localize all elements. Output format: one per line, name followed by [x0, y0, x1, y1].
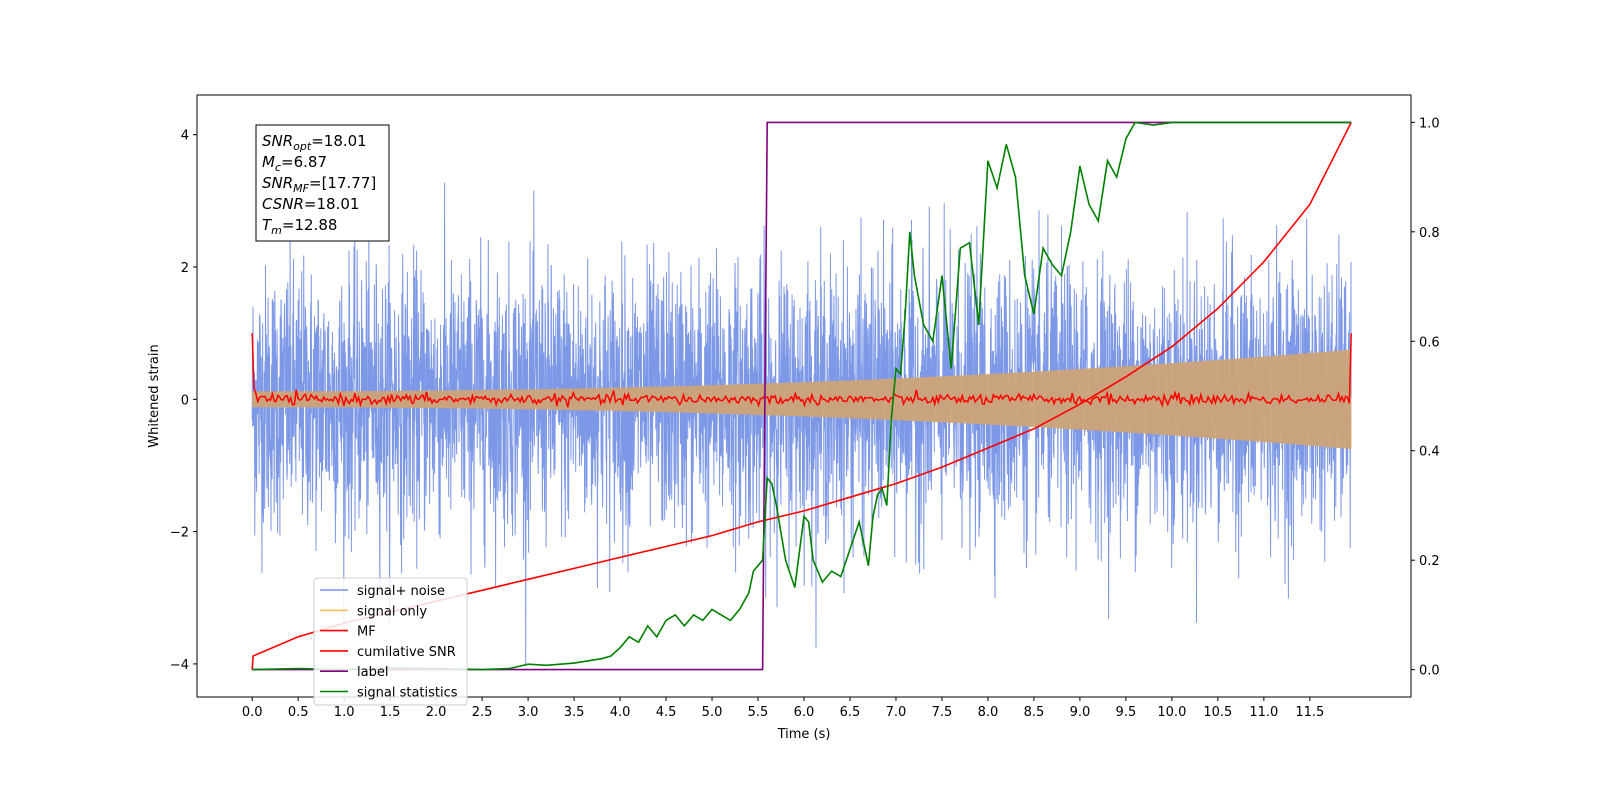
series-label: [252, 121, 1352, 671]
y-left-tick-label: −4: [170, 658, 189, 673]
x-tick-label: 0.0: [242, 705, 263, 720]
legend-label: signal only: [357, 604, 427, 619]
series-signal-only-fill: [252, 349, 1352, 449]
x-axis: 0.0 0.5 1.0 1.5 2.0 2.5 3.0 3.5 4.0 4.5 5.0 5.5 6.0 6…: [242, 697, 1324, 720]
x-tick-label: 9.5: [1116, 705, 1137, 720]
x-tick-label: 7.5: [932, 705, 953, 720]
y-right-tick-label: 0.8: [1419, 226, 1440, 241]
y-left-tick-label: 2: [181, 261, 189, 276]
x-tick-label: 1.5: [380, 705, 401, 720]
series-mf: [251, 333, 1352, 408]
y-right-tick-label: 0.0: [1419, 664, 1440, 679]
y-axis-label: Whitened strain: [147, 344, 162, 447]
x-tick-label: 9.0: [1070, 705, 1091, 720]
annotation-line: Mc=6.87: [262, 153, 327, 174]
y-left-tick-label: 0: [181, 393, 189, 408]
x-tick-label: 3.5: [564, 705, 585, 720]
legend-label: signal statistics: [357, 686, 458, 701]
x-tick-label: 6.0: [794, 705, 815, 720]
x-tick-label: 4.5: [656, 705, 677, 720]
y-left-tick-label: 4: [181, 129, 189, 144]
x-tick-label: 10.0: [1157, 705, 1186, 720]
y-right-tick-label: 0.4: [1419, 445, 1440, 460]
annotation-line: SNRMF=[17.77]: [262, 174, 376, 195]
x-tick-label: 5.5: [748, 705, 769, 720]
legend-label: MF: [357, 625, 376, 640]
annotation-line: Tm=12.88: [262, 216, 337, 237]
y-axis-left: 4 2 0 −2 −4: [170, 129, 197, 673]
x-tick-label: 2.5: [472, 705, 493, 720]
x-axis-label: Time (s): [777, 727, 831, 742]
x-tick-label: 8.0: [978, 705, 999, 720]
x-tick-label: 5.0: [702, 705, 723, 720]
annotation-line: CSNR=18.01: [262, 195, 359, 213]
x-tick-label: 11.5: [1295, 705, 1324, 720]
legend-label: signal+ noise: [357, 584, 445, 599]
legend-label: cumilative SNR: [357, 645, 456, 660]
annotation-box: SNRopt=18.01Mc=6.87SNRMF=[17.77]CSNR=18.…: [255, 124, 390, 242]
x-tick-label: 10.5: [1203, 705, 1232, 720]
y-right-tick-label: 0.6: [1419, 335, 1440, 350]
x-tick-label: 0.5: [288, 705, 309, 720]
legend-label: label: [357, 665, 388, 680]
x-tick-label: 8.5: [1024, 705, 1045, 720]
legend: signal+ noise signal only MF cumilative SNR…: [313, 577, 468, 706]
x-tick-label: 11.0: [1249, 705, 1278, 720]
x-tick-label: 6.5: [840, 705, 861, 720]
series-signal-statistics: [252, 121, 1352, 671]
y-right-tick-label: 0.2: [1419, 554, 1440, 569]
y-right-tick-label: 1.0: [1419, 116, 1440, 131]
y-axis-right: 1.0 0.8 0.6 0.4 0.2 0.0: [1411, 116, 1440, 679]
annotation-line: SNRopt=18.01: [262, 132, 367, 153]
x-tick-label: 3.0: [518, 705, 539, 720]
y-left-tick-label: −2: [170, 526, 189, 541]
x-tick-label: 1.0: [334, 705, 355, 720]
x-tick-label: 7.0: [886, 705, 907, 720]
x-tick-label: 2.0: [426, 705, 447, 720]
legend-frame: [313, 577, 468, 706]
x-tick-label: 4.0: [610, 705, 631, 720]
annotation-frame: [255, 124, 390, 242]
